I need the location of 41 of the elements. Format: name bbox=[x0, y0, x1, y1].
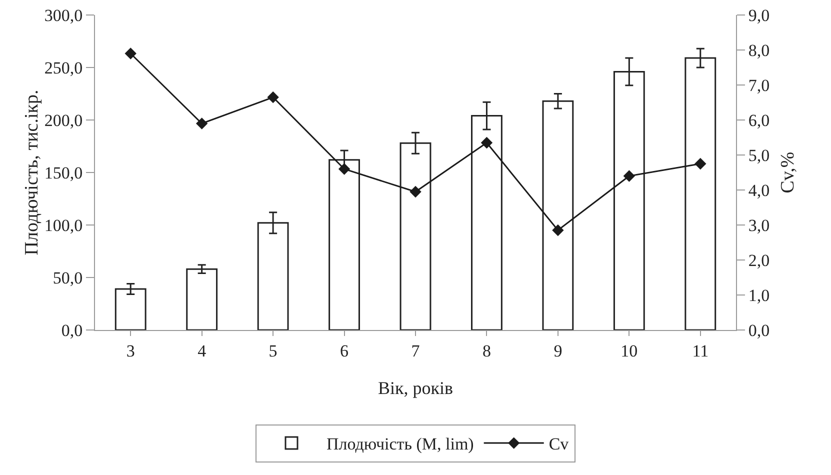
point bbox=[694, 158, 706, 170]
y-tick-label: 250,0 bbox=[44, 58, 83, 78]
y-tick-label: 150,0 bbox=[44, 163, 83, 182]
y2-tick-label: 8,0 bbox=[748, 40, 770, 60]
y-tick-label: 0,0 bbox=[61, 320, 83, 340]
y2-tick-label: 3,0 bbox=[748, 216, 770, 235]
point bbox=[623, 170, 636, 182]
x-axis-title: Вік, років bbox=[378, 378, 453, 398]
x-tick-label: 9 bbox=[554, 341, 562, 360]
point bbox=[410, 186, 422, 198]
y2-tick-label: 7,0 bbox=[748, 76, 770, 95]
x-tick-label: 3 bbox=[126, 341, 135, 360]
point bbox=[196, 118, 208, 130]
x-tick-label: 11 bbox=[692, 341, 709, 360]
x-tick-label: 5 bbox=[268, 341, 278, 360]
point bbox=[124, 48, 136, 60]
y2-tick-label: 5,0 bbox=[748, 146, 770, 165]
x-tick-label: 6 bbox=[340, 341, 349, 360]
point bbox=[338, 163, 350, 175]
y-tick-label: 50,0 bbox=[52, 268, 83, 288]
x-tick-label: 10 bbox=[620, 341, 638, 360]
y2-tick-label: 1,0 bbox=[748, 286, 770, 305]
y-tick-label: 300,0 bbox=[44, 6, 83, 25]
y2-tick-label: 6,0 bbox=[748, 110, 770, 130]
legend-label: Плодючість (M, lim) bbox=[326, 434, 474, 454]
point bbox=[552, 224, 564, 236]
y-tick-label: 200,0 bbox=[44, 110, 83, 130]
y2-tick-label: 2,0 bbox=[748, 250, 770, 270]
point bbox=[480, 136, 493, 149]
y2-tick-label: 9,0 bbox=[748, 6, 770, 25]
point bbox=[267, 91, 279, 104]
y-tick-label: 100,0 bbox=[44, 216, 83, 235]
x-tick-label: 4 bbox=[198, 341, 207, 360]
y2-tick-label: 0,0 bbox=[748, 320, 770, 340]
legend-label: Cv bbox=[548, 434, 570, 454]
y2-axis-title: Cv,% bbox=[778, 152, 798, 194]
y2-tick-label: 4,0 bbox=[748, 180, 770, 200]
x-tick-label: 7 bbox=[411, 341, 420, 360]
y-axis-title: Плодючість, тис.ікр. bbox=[21, 90, 42, 256]
x-tick-label: 8 bbox=[482, 341, 491, 360]
bar bbox=[186, 268, 218, 330]
